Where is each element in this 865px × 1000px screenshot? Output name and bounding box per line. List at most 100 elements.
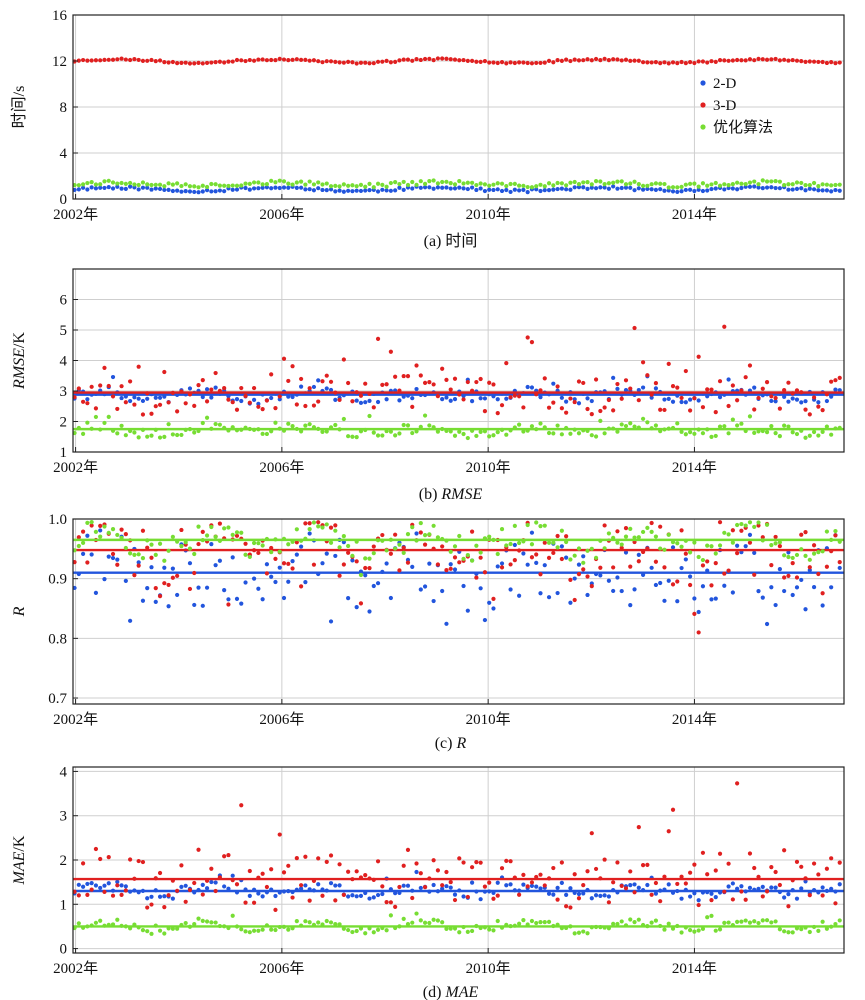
point-c-1 [422, 542, 428, 547]
point-b-1 [196, 383, 201, 388]
point-c-1 [157, 594, 163, 599]
point-a-0 [568, 187, 573, 192]
point-d-1 [239, 803, 244, 808]
point-c-2 [713, 551, 718, 556]
point-d-1 [653, 880, 659, 886]
point-d-1 [739, 889, 744, 894]
point-a-0 [705, 188, 710, 193]
point-c-1 [140, 528, 146, 533]
point-c-2 [653, 534, 659, 539]
point-a-2 [375, 181, 381, 186]
point-a-0 [375, 189, 381, 194]
point-b-2 [333, 422, 338, 428]
x-tick-label: 2010年 [466, 206, 511, 223]
point-c-2 [769, 543, 774, 548]
point-a-2 [110, 180, 116, 185]
point-a-2 [722, 182, 727, 187]
point-a-1 [773, 56, 778, 62]
point-a-0 [837, 188, 842, 193]
point-c-1 [153, 586, 158, 591]
point-a-2 [739, 181, 744, 186]
point-d-0 [123, 884, 128, 889]
point-b-1 [264, 398, 270, 403]
y-tick-label: 3 [60, 384, 68, 400]
point-a-1 [824, 60, 830, 66]
point-d-1 [123, 888, 128, 893]
point-a-0 [393, 188, 398, 193]
point-d-0 [183, 883, 188, 888]
point-a-2 [98, 182, 103, 187]
legend-label: 3-D [713, 98, 736, 114]
point-b-1 [328, 379, 334, 384]
point-d-1 [722, 889, 727, 894]
point-c-1 [709, 583, 714, 588]
point-d-0 [820, 885, 825, 890]
point-d-2 [405, 922, 411, 927]
point-d-1 [200, 892, 205, 897]
point-a-0 [525, 190, 530, 195]
point-c-2 [555, 545, 560, 550]
point-a-0 [192, 189, 197, 195]
point-c-2 [226, 525, 231, 530]
point-c-1 [726, 568, 731, 573]
point-d-2 [491, 928, 496, 933]
point-a-0 [80, 185, 86, 190]
point-c-1 [226, 602, 231, 607]
point-a-1 [675, 61, 680, 66]
point-c-1 [187, 586, 193, 592]
point-c-2 [649, 529, 654, 534]
point-d-0 [89, 881, 94, 886]
point-b-1 [478, 376, 483, 382]
x-tick-label: 2010年 [466, 711, 511, 728]
point-a-0 [559, 186, 564, 191]
point-a-2 [431, 178, 436, 183]
point-a-0 [628, 185, 633, 190]
point-a-0 [700, 188, 706, 194]
point-b-1 [829, 379, 834, 384]
point-b-1 [585, 406, 590, 412]
point-c-1 [700, 563, 706, 568]
point-a-2 [209, 181, 214, 187]
point-a-1 [739, 58, 744, 63]
point-c-0 [508, 587, 513, 592]
point-c-2 [602, 546, 607, 551]
point-d-2 [375, 927, 381, 932]
point-a-2 [397, 181, 402, 187]
point-a-1 [722, 58, 727, 63]
point-d-1 [418, 871, 423, 876]
point-b-2 [555, 423, 560, 428]
point-a-2 [85, 180, 90, 186]
point-d-2 [666, 921, 671, 926]
point-a-1 [542, 60, 547, 65]
point-d-2 [204, 919, 210, 924]
point-a-2 [504, 183, 509, 189]
point-c-2 [294, 527, 299, 532]
point-a-1 [380, 59, 385, 64]
point-c-0 [799, 577, 804, 583]
point-d-1 [572, 872, 577, 877]
point-d-0 [546, 891, 552, 896]
point-a-0 [581, 185, 586, 190]
point-a-0 [606, 186, 611, 191]
point-a-1 [837, 60, 842, 65]
point-d-1 [764, 889, 770, 894]
point-d-2 [679, 930, 684, 935]
point-a-1 [431, 57, 436, 63]
point-d-0 [444, 884, 449, 889]
point-a-2 [166, 181, 171, 186]
point-b-1 [350, 399, 355, 404]
point-c-2 [512, 523, 517, 528]
point-c-0 [200, 603, 205, 608]
point-a-1 [281, 57, 287, 62]
point-d-1 [799, 864, 804, 869]
point-c-0 [251, 576, 257, 581]
x-tick-label: 2010年 [466, 459, 511, 476]
point-a-0 [491, 187, 496, 193]
point-a-1 [350, 60, 355, 65]
point-b-2 [350, 434, 355, 439]
point-c-1 [132, 573, 137, 578]
point-b-1 [611, 408, 616, 413]
point-c-0 [175, 592, 180, 598]
point-a-2 [521, 183, 526, 188]
point-b-1 [76, 386, 81, 391]
